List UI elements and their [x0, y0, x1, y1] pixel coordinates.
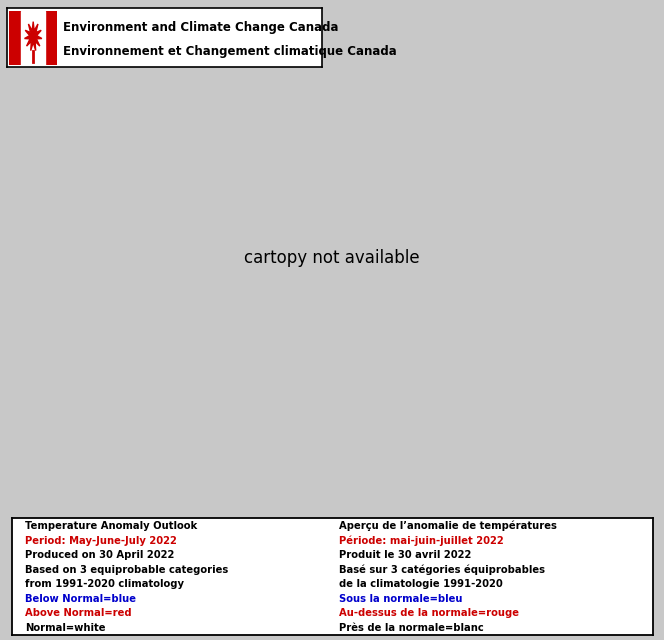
Bar [45, 11, 57, 65]
Text: Below Normal=blue: Below Normal=blue [25, 594, 135, 604]
Bar [9, 11, 21, 65]
Bar [21, 11, 45, 65]
Text: Basé sur 3 catégories équiprobables: Basé sur 3 catégories équiprobables [339, 564, 544, 575]
Text: Environment and Climate Change Canada: Environment and Climate Change Canada [63, 20, 339, 34]
Text: de la climatologie 1991-2020: de la climatologie 1991-2020 [339, 579, 503, 589]
Text: Above Normal=red: Above Normal=red [25, 608, 131, 618]
Text: Normal=white: Normal=white [25, 623, 106, 633]
Text: cartopy not available: cartopy not available [244, 248, 420, 267]
Text: Sous la normale=bleu: Sous la normale=bleu [339, 594, 462, 604]
Text: Produit le 30 avril 2022: Produit le 30 avril 2022 [339, 550, 471, 560]
Text: Based on 3 equiprobable categories: Based on 3 equiprobable categories [25, 564, 228, 575]
Text: Aperçu de l’anomalie de températures: Aperçu de l’anomalie de températures [339, 521, 556, 531]
Text: Temperature Anomaly Outlook: Temperature Anomaly Outlook [25, 521, 197, 531]
Text: Période: mai-juin-juillet 2022: Période: mai-juin-juillet 2022 [339, 535, 503, 546]
Text: from 1991-2020 climatology: from 1991-2020 climatology [25, 579, 184, 589]
Text: Au-dessus de la normale=rouge: Au-dessus de la normale=rouge [339, 608, 519, 618]
Text: Produced on 30 April 2022: Produced on 30 April 2022 [25, 550, 174, 560]
Text: Près de la normale=blanc: Près de la normale=blanc [339, 623, 483, 633]
Polygon shape [25, 22, 42, 51]
Text: Environnement et Changement climatique Canada: Environnement et Changement climatique C… [63, 45, 396, 58]
Text: Period: May-June-July 2022: Period: May-June-July 2022 [25, 536, 177, 545]
